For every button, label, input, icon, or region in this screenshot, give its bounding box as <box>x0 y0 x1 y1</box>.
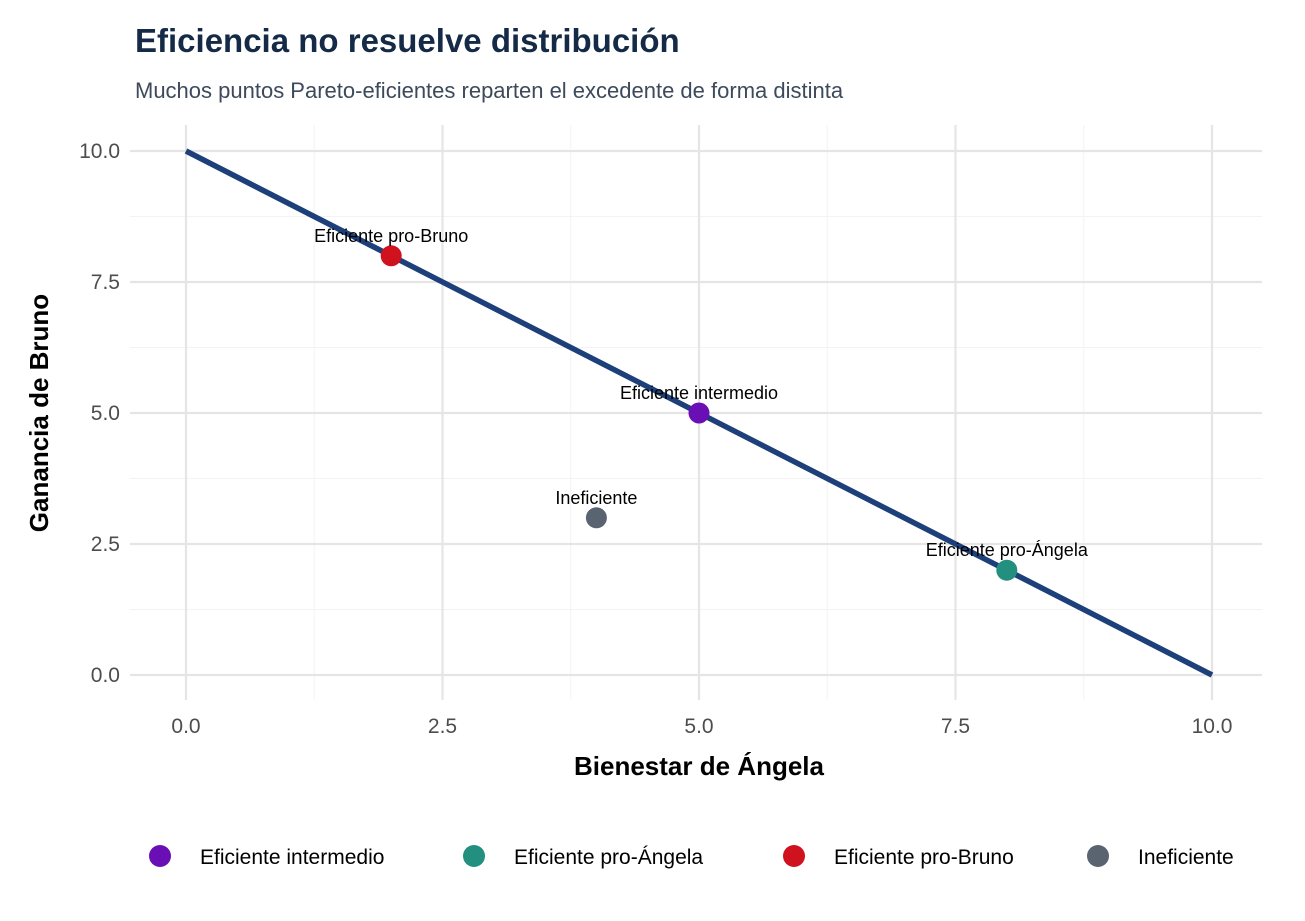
x-tick-label: 5.0 <box>684 715 713 738</box>
legend-key <box>149 845 171 867</box>
x-tick-label: 2.5 <box>428 715 457 738</box>
point-label: Ineficiente <box>555 488 637 508</box>
y-tick-label: 10.0 <box>79 140 120 163</box>
legend-label: Eficiente pro-Ángela <box>514 846 703 869</box>
y-tick-label: 7.5 <box>91 271 120 294</box>
legend-label: Ineficiente <box>1138 846 1234 869</box>
x-tick-label: 10.0 <box>1192 715 1233 738</box>
chart-title: Eficiencia no resuelve distribución <box>135 22 680 59</box>
data-point <box>380 245 402 267</box>
x-axis-title: Bienestar de Ángela <box>574 751 825 781</box>
point-label: Eficiente pro-Ángela <box>926 540 1089 560</box>
point-label: Eficiente intermedio <box>620 383 778 403</box>
x-tick-label: 0.0 <box>171 715 200 738</box>
x-tick-label: 7.5 <box>941 715 970 738</box>
y-tick-label: 0.0 <box>91 664 120 687</box>
y-axis-title: Ganancia de Bruno <box>24 294 54 532</box>
data-point <box>585 507 607 529</box>
y-tick-label: 5.0 <box>91 402 120 425</box>
legend-key <box>463 845 485 867</box>
legend-label: Eficiente intermedio <box>200 846 384 869</box>
legend-key <box>1087 845 1109 867</box>
chart-subtitle: Muchos puntos Pareto-eficientes reparten… <box>135 78 844 103</box>
legend-label: Eficiente pro-Bruno <box>834 846 1014 869</box>
data-point <box>688 402 710 424</box>
data-point <box>996 559 1018 581</box>
point-label: Eficiente pro-Bruno <box>314 226 468 246</box>
y-tick-label: 2.5 <box>91 533 120 556</box>
legend-key <box>783 845 805 867</box>
